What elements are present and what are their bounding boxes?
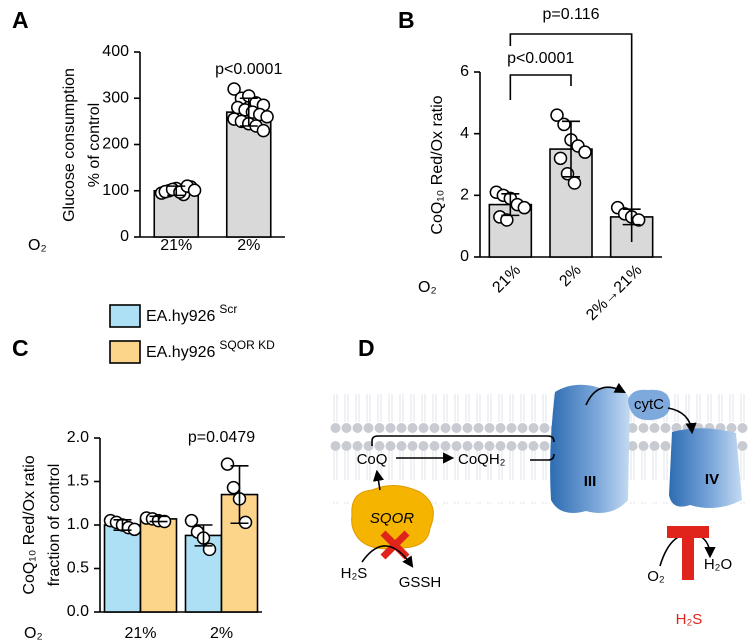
data-point <box>184 513 199 528</box>
data-point <box>260 110 274 124</box>
x-axis-label: O₂ <box>28 237 47 254</box>
label: CoQ <box>357 451 388 468</box>
legend-sup: SQOR KD <box>219 338 275 352</box>
annotation: p<0.0001 <box>507 50 574 67</box>
y-tick-label: 0 <box>460 248 469 265</box>
panel-letter: B <box>398 7 415 33</box>
y-tick-label: 400 <box>102 43 129 60</box>
label: SQOR <box>370 510 414 527</box>
label: IV <box>705 471 719 488</box>
annotation: p=0.0479 <box>188 429 255 446</box>
complex-iii <box>550 384 630 513</box>
label: CoQH₂ <box>458 451 506 468</box>
x-axis-label: O₂ <box>24 625 43 642</box>
connector <box>530 453 555 461</box>
bar <box>139 518 178 613</box>
data-point <box>226 480 241 495</box>
data-point <box>557 117 571 132</box>
arrow <box>667 407 697 435</box>
y-axis-label: % of control <box>86 103 103 187</box>
label: O₂ <box>647 568 665 585</box>
y-tick-label: 1.5 <box>67 473 89 490</box>
legend-sup: Scr <box>219 302 237 316</box>
annotation: p<0.0001 <box>215 61 282 78</box>
data-point <box>553 151 568 166</box>
sqor-shape <box>351 485 434 550</box>
inhibition-stem <box>682 536 694 580</box>
data-point <box>256 123 271 138</box>
complex-iv <box>669 428 742 509</box>
annotation: p=0.116 <box>542 6 599 23</box>
panel-letter: D <box>358 335 375 361</box>
legend-label: EA.hy926 SQOR KD <box>146 338 275 361</box>
data-point <box>187 183 202 198</box>
data-point <box>567 176 582 190</box>
x-tick-label: 21% <box>124 625 156 642</box>
label: cytC <box>634 396 664 413</box>
y-tick-label: 6 <box>460 63 469 80</box>
y-tick-label: 2 <box>460 187 469 204</box>
connector <box>371 435 555 446</box>
x-tick-label: 21% <box>489 262 524 297</box>
y-axis-label: CoQ₁₀ Red/Ox ratio <box>21 455 38 594</box>
data-point <box>220 457 235 471</box>
bracket <box>509 33 633 242</box>
inhibition-bar <box>667 526 709 538</box>
y-axis-label: fraction of control <box>46 464 63 587</box>
x-tick-label: 2% <box>210 625 233 642</box>
label: GSSH <box>399 574 442 591</box>
y-tick-label: 100 <box>102 182 129 199</box>
data-point <box>550 108 564 122</box>
panel-letter: A <box>12 7 29 33</box>
diagram: CoQ CoQH₂ III IV cytC SQOR H₂S GSSH O₂ H… <box>330 382 748 628</box>
y-tick-label: 0 <box>120 228 129 245</box>
y-axis-label: CoQ₁₀ Red/Ox ratio <box>429 95 446 234</box>
bar <box>103 524 142 613</box>
bracket <box>509 74 572 100</box>
label: H₂O <box>704 556 732 573</box>
panel-letter: C <box>12 335 29 361</box>
x-tick-label: 2%→21% <box>583 262 645 324</box>
legend-swatch <box>109 304 141 328</box>
y-tick-label: 2.0 <box>67 429 89 446</box>
data-point <box>631 213 646 227</box>
y-axis-label: Glucose consumption <box>61 68 78 222</box>
legend-name: EA.hy926 <box>146 344 215 361</box>
legend-label: EA.hy926 Scr <box>146 302 237 325</box>
data-point <box>517 200 532 215</box>
knockdown-cross <box>380 530 410 560</box>
cytc-shape <box>628 389 671 421</box>
legend-name: EA.hy926 <box>146 308 215 325</box>
label: H₂S <box>341 565 368 582</box>
y-tick-label: 200 <box>102 136 129 153</box>
x-tick-label: 2% <box>237 237 260 254</box>
y-tick-label: 1.0 <box>67 516 89 533</box>
y-tick-label: 4 <box>460 125 469 142</box>
x-tick-label: 21% <box>160 237 192 254</box>
data-point <box>227 82 241 96</box>
arrow <box>372 469 384 491</box>
x-tick-label: 2% <box>556 262 584 290</box>
data-point <box>238 515 253 530</box>
x-axis-label: O₂ <box>418 279 437 296</box>
y-tick-label: 300 <box>102 89 129 106</box>
legend-swatch <box>109 340 141 364</box>
data-point <box>500 213 514 227</box>
arrow <box>361 545 414 568</box>
data-point <box>127 522 142 537</box>
label: III <box>584 473 597 490</box>
data-point <box>578 145 592 159</box>
y-tick-label: 0.5 <box>67 560 89 577</box>
label: H₂S <box>676 611 703 628</box>
y-tick-label: 0.0 <box>67 603 89 620</box>
arrow <box>585 382 626 406</box>
